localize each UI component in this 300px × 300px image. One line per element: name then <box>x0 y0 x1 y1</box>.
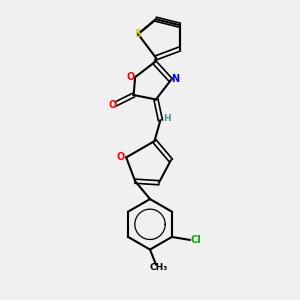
Text: O: O <box>117 152 125 162</box>
Text: S: S <box>134 29 142 39</box>
Text: O: O <box>108 100 116 110</box>
Text: O: O <box>127 72 135 82</box>
Text: N: N <box>171 74 179 84</box>
Text: CH₃: CH₃ <box>149 263 167 272</box>
Text: Cl: Cl <box>191 235 202 245</box>
Text: H: H <box>163 114 171 123</box>
